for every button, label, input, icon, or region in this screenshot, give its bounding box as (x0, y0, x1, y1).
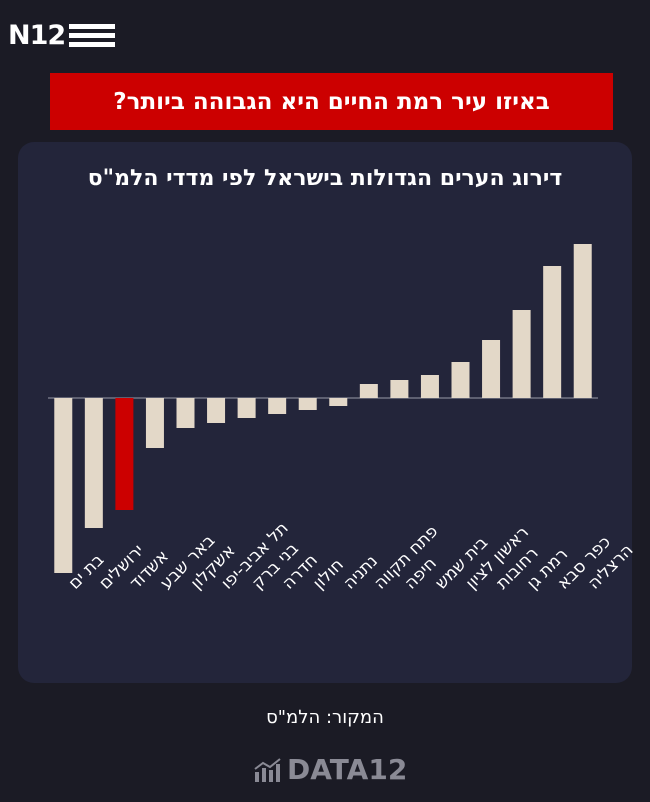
bar-15 (512, 310, 531, 398)
bar-3 (145, 398, 164, 448)
bar-1 (84, 398, 103, 528)
bar-7 (268, 398, 287, 414)
bar-6 (237, 398, 256, 418)
bar-9 (329, 398, 348, 406)
bar-12 (420, 375, 439, 398)
bar-14 (482, 340, 501, 398)
logo-text: N12 (8, 20, 66, 51)
bar-17 (573, 244, 592, 398)
bar-13 (451, 362, 470, 398)
bar-0 (54, 398, 73, 573)
tick-label-9: נתניה (340, 551, 382, 593)
menu-bars-icon (69, 24, 116, 47)
bar-5 (207, 398, 226, 423)
bar-4 (176, 398, 195, 428)
bar-11 (390, 380, 409, 398)
question-banner: באיזו עיר רמת החיים היא הגבוהה ביותר? (50, 73, 613, 130)
brand-text: DATA12 (287, 753, 408, 786)
bar-8 (298, 398, 317, 410)
bar-16 (543, 266, 562, 398)
bar-10 (359, 384, 378, 398)
bar-chart-icon (254, 758, 281, 782)
chart-title: דירוג הערים הגדולות בישראל לפי מדדי הלמ"… (87, 166, 563, 191)
data12-logo: DATA12 (253, 756, 407, 784)
source-note: המקור: הלמ"ס (266, 707, 384, 728)
bar-2 (115, 398, 134, 510)
n12-logo: N12 (8, 20, 116, 51)
